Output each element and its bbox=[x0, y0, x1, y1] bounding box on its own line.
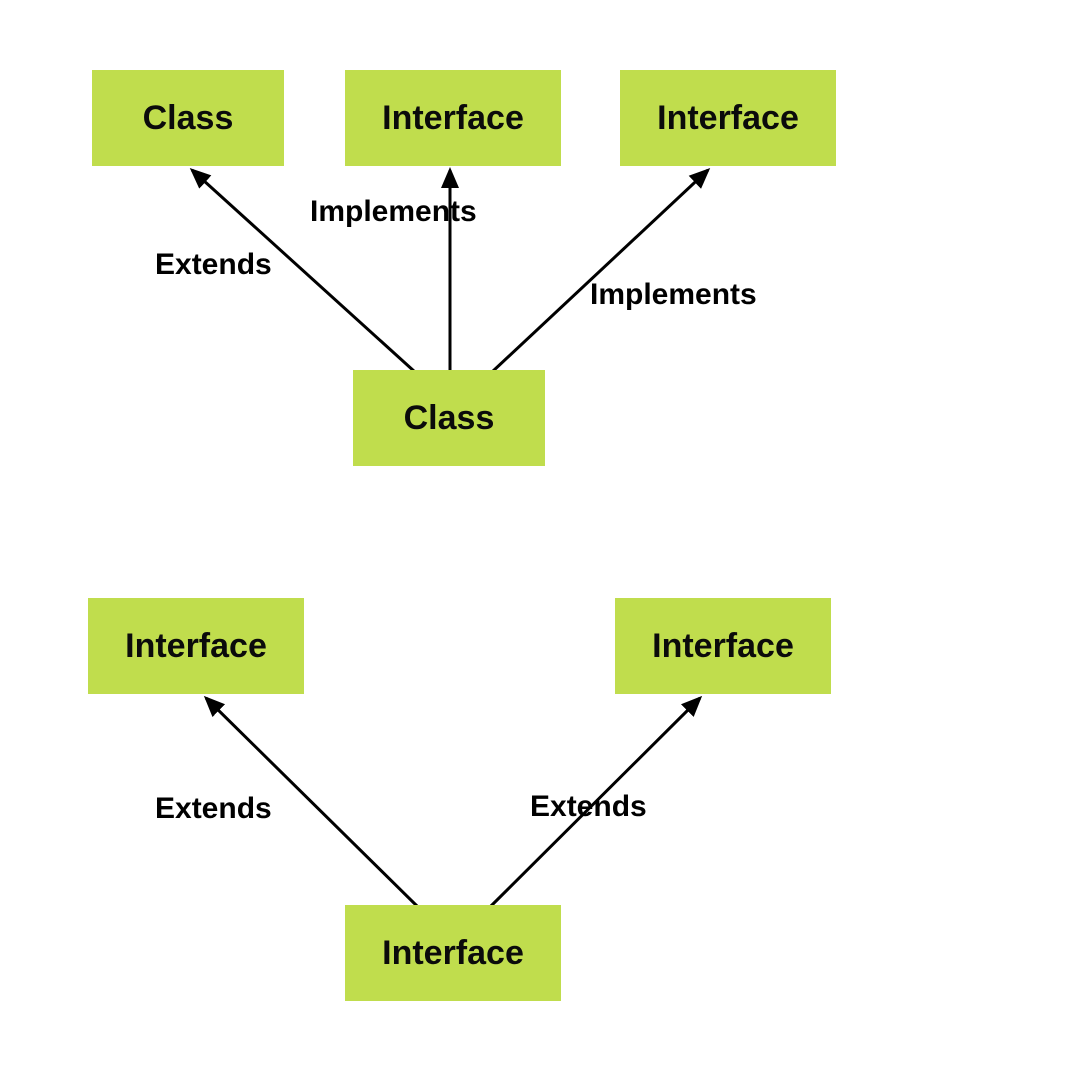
edge-label-1: Implements bbox=[310, 195, 477, 229]
edge-label-3: Extends bbox=[155, 792, 272, 826]
node-top-class: Class bbox=[92, 70, 284, 166]
edge-label-0: Extends bbox=[155, 248, 272, 282]
node-bot-interface-r: Interface bbox=[615, 598, 831, 694]
node-bot-interface-l: Interface bbox=[88, 598, 304, 694]
node-top-interface-2: Interface bbox=[620, 70, 836, 166]
edge-label-2: Implements bbox=[590, 278, 757, 312]
node-mid-class: Class bbox=[353, 370, 545, 466]
node-top-interface-1: Interface bbox=[345, 70, 561, 166]
edge-arrow-2 bbox=[492, 170, 708, 372]
edge-label-4: Extends bbox=[530, 790, 647, 824]
node-bot-interface-c: Interface bbox=[345, 905, 561, 1001]
